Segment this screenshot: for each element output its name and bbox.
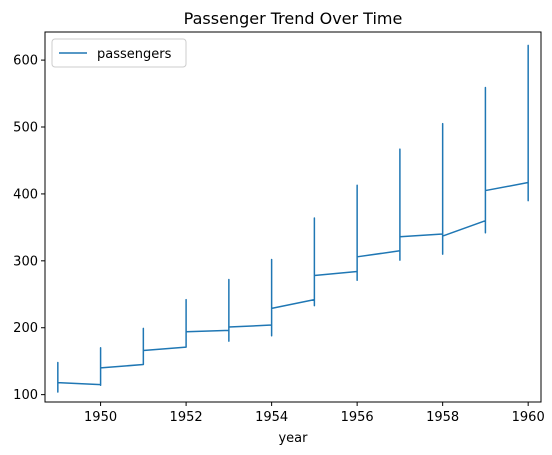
series-line-passengers <box>57 44 529 393</box>
chart-title: Passenger Trend Over Time <box>184 9 403 28</box>
x-tick-label: 1956 <box>341 410 374 425</box>
y-tick-label: 500 <box>13 121 38 136</box>
plot-area <box>44 31 542 403</box>
x-tick-label: 1958 <box>426 410 459 425</box>
y-tick-label: 400 <box>13 187 38 202</box>
y-tick-label: 600 <box>13 54 38 69</box>
x-axis: 1950 1952 1954 1956 1958 1960 <box>84 402 545 425</box>
y-tick-label: 300 <box>13 254 38 269</box>
series-layer <box>57 44 529 393</box>
legend-box <box>51 38 187 68</box>
x-tick-label: 1952 <box>170 410 203 425</box>
x-axis-label: year <box>278 431 308 446</box>
x-tick-label: 1950 <box>84 410 117 425</box>
legend-label-passengers: passengers <box>97 47 172 62</box>
legend: passengers <box>51 38 187 68</box>
plot-frame <box>44 31 542 403</box>
y-tick-label: 100 <box>13 388 38 403</box>
y-axis: 100 200 300 400 500 600 <box>13 54 45 403</box>
y-tick-label: 200 <box>13 321 38 336</box>
plot-background <box>45 32 541 402</box>
x-tick-label: 1960 <box>512 410 545 425</box>
x-tick-label: 1954 <box>255 410 288 425</box>
